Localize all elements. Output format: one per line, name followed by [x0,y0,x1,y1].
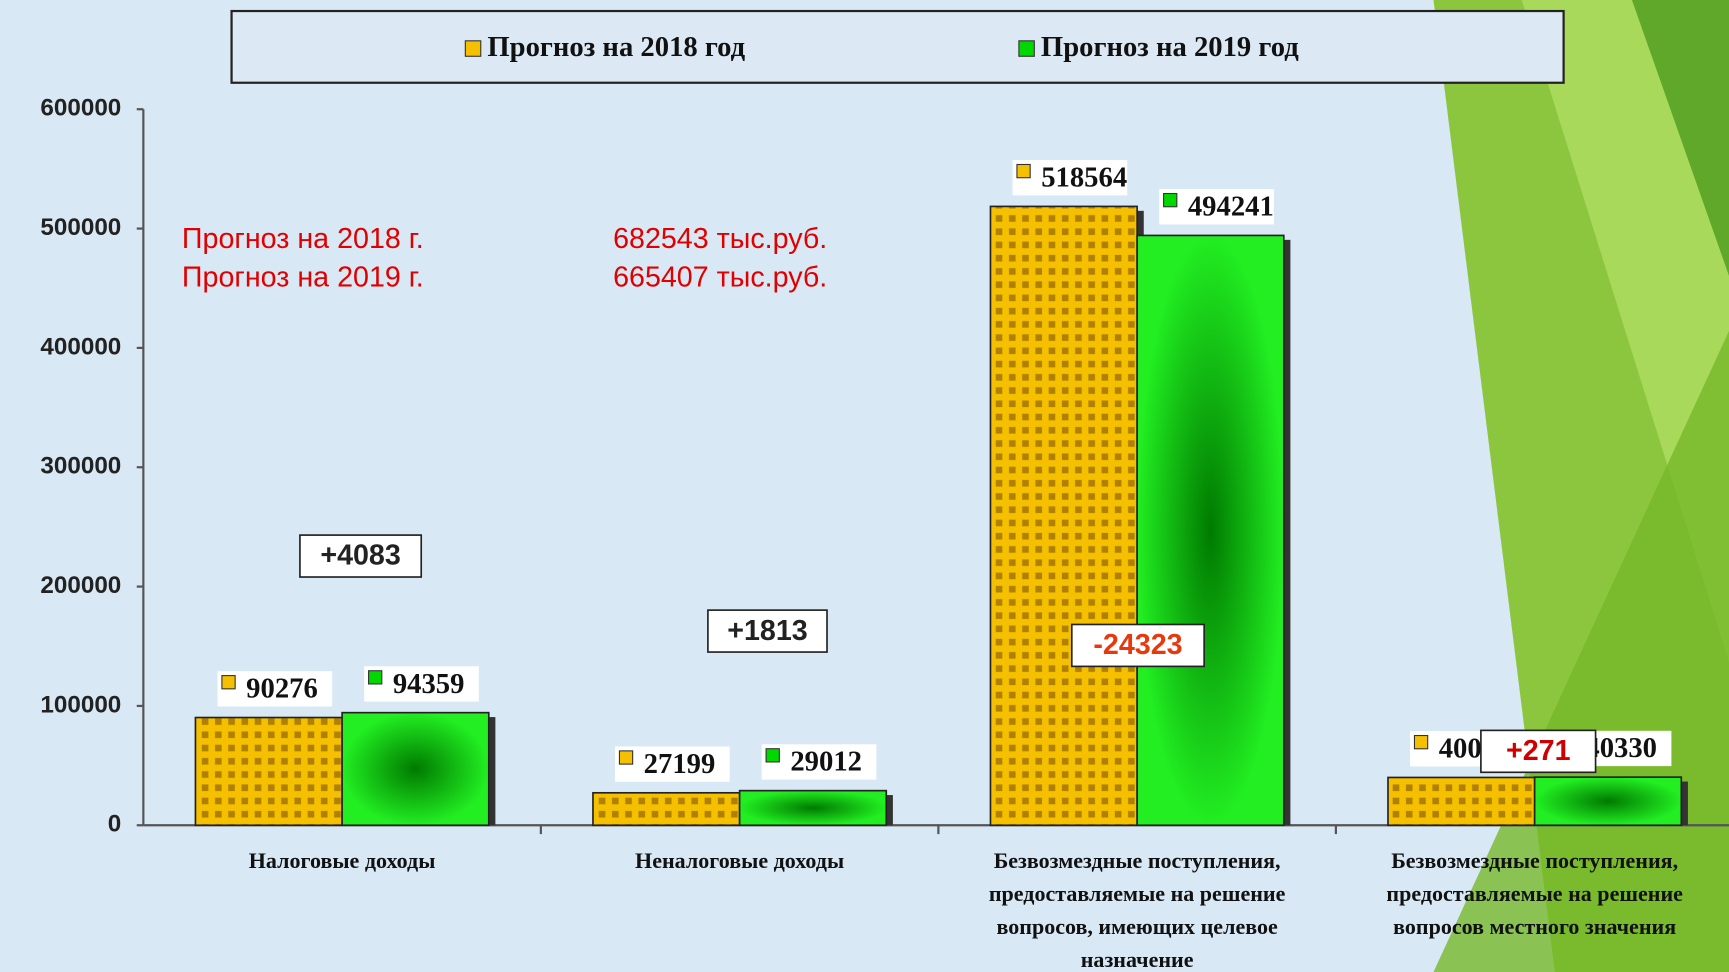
bar [342,713,489,826]
summary-note: Прогноз на 2018 г. [182,223,424,255]
data-label: 27199 [644,748,716,780]
page: {"chart_data":{"type":"bar", "categories… [0,0,1729,972]
chart: 0 100000 200000 300000 400000 500000 600000 Про… [0,0,1729,972]
annotation: +271 [1506,735,1571,767]
legend-swatch [465,41,480,56]
y-tick-label: 400000 [40,333,121,360]
y-tick-label: 100000 [40,691,121,718]
x-tick-label: Налоговые доходы [249,848,436,873]
bar [740,791,887,826]
label-swatch [369,671,382,684]
annotation: +1813 [727,615,807,647]
y-tick-label: 500000 [40,214,121,241]
annotation: +4083 [320,540,400,572]
y-tick-label: 200000 [40,572,121,599]
x-tick-label: Безвозмездные поступления,предоставляемы… [1386,848,1683,939]
x-tick-label: Неналоговые доходы [635,848,844,873]
data-label: 94359 [393,668,465,700]
label-swatch [1414,736,1427,749]
data-label: 90276 [246,673,318,705]
label-swatch [1164,194,1177,207]
legend [232,11,1564,83]
label-swatch [222,676,235,689]
summary-note: Прогноз на 2019 г. [182,262,424,294]
bar [1535,777,1682,825]
y-tick-label: 600000 [40,95,121,122]
label-swatch [1017,164,1030,177]
bar [990,206,1137,825]
data-label: 29012 [790,746,862,778]
legend-swatch [1019,41,1034,56]
data-label: 518564 [1041,162,1127,194]
y-tick-label: 300000 [40,453,121,480]
label-swatch [619,751,632,764]
legend-label: Прогноз на 2018 год [487,31,745,63]
summary-note: 682543 тыс.руб. [613,223,827,255]
bar [1137,235,1284,825]
data-label: 494241 [1188,191,1274,223]
label-swatch [766,749,779,762]
bar [195,718,342,826]
bar [1388,777,1535,825]
summary-note: 665407 тыс.руб. [613,262,827,294]
annotation: -24323 [1093,629,1182,661]
y-tick-label: 0 [108,811,121,838]
legend-label: Прогноз на 2019 год [1041,31,1299,63]
bar [593,793,740,825]
